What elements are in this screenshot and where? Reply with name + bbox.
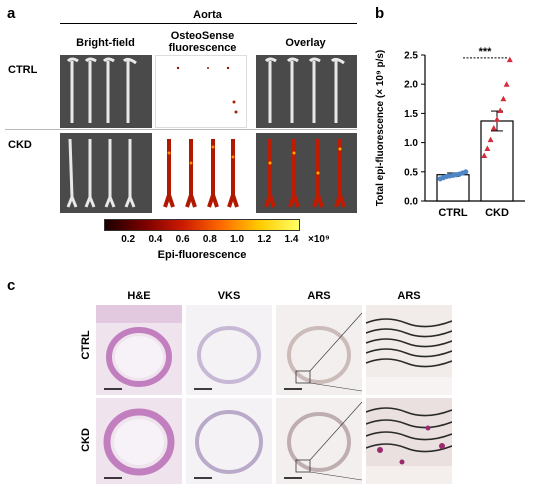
data-point <box>487 136 494 143</box>
ars-ckd-image <box>276 398 362 484</box>
bright-field-ctrl-image <box>60 55 152 128</box>
aorta-title-rule <box>60 23 357 24</box>
data-point <box>497 107 504 113</box>
col-header-osteosense: OsteoSense fluorescence <box>168 30 237 54</box>
data-point <box>484 145 491 151</box>
colorbar-tick-label: 1.4 <box>284 234 299 245</box>
histology-row-label-ckd-wrap: CKD <box>76 428 96 452</box>
data-point <box>503 81 510 87</box>
col-header-he: H&E <box>127 290 151 302</box>
colorbar-tick-labels: 0.2 0.4 0.6 0.8 1.0 1.2 1.4 <box>104 234 300 246</box>
overlay-ckd-image <box>256 133 357 213</box>
panel-a-letter: a <box>7 5 16 22</box>
colorbar-tick-label: 1.0 <box>230 234 245 245</box>
data-point <box>481 152 488 158</box>
colorbar <box>104 219 300 231</box>
y-tick-label: 2.0 <box>404 80 418 91</box>
bright-field-ckd-image <box>60 133 152 213</box>
y-tick-label: 1.5 <box>404 109 418 120</box>
epi-fluorescence-chart: 0.0 0.5 1.0 1.5 2.0 2.5 Total epi-fluorescence… <box>375 46 525 219</box>
colorbar-tick-label: 0.8 <box>202 234 217 245</box>
colorbar-label: Epi-fluorescence <box>157 249 247 261</box>
fluorescence-ckd-image <box>155 133 247 213</box>
data-point <box>506 56 513 63</box>
histology-headers: H&E VKS ARS ARS <box>0 290 550 304</box>
he-ctrl-image <box>96 305 182 395</box>
panel-b-letter: b <box>375 5 385 22</box>
row-label-ctrl: CTRL <box>8 64 38 76</box>
vks-ctrl-image <box>186 305 272 395</box>
colorbar-tick-label: 0.4 <box>148 234 163 245</box>
histology-row-label-ckd: CKD <box>80 428 92 452</box>
panel-c-letter: c <box>7 277 16 294</box>
bar <box>480 120 514 202</box>
histology-row-label-ctrl-wrap: CTRL <box>76 330 96 359</box>
colorbar-tick-label: 0.2 <box>121 234 136 245</box>
fluorescence-ctrl-image <box>155 55 247 128</box>
overlay-ctrl-image <box>256 55 357 128</box>
ars-zoom-ckd-image <box>366 398 452 484</box>
col-header-vks: VKS <box>217 290 241 302</box>
colorbar-multiplier: ×10⁹ <box>308 234 330 245</box>
row-divider <box>5 129 357 130</box>
he-ckd-image <box>96 398 182 484</box>
y-tick-label: 0.5 <box>404 167 418 178</box>
data-point <box>463 169 469 175</box>
y-axis-label: Total epi-fluorescence (× 10⁹ p/s) <box>375 50 386 207</box>
ars-zoom-ctrl-image <box>366 305 452 395</box>
data-point <box>490 125 497 131</box>
data-point <box>494 116 500 122</box>
colorbar-tick-label: 0.6 <box>175 234 190 245</box>
y-tick-label: 0.0 <box>404 197 418 208</box>
x-tick-label: CKD <box>485 207 509 219</box>
col-header-ars-zoom: ARS <box>397 290 421 302</box>
significance-label: *** <box>479 46 493 58</box>
col-header-bright-field: Bright-field <box>76 37 135 49</box>
histology-row-label-ctrl: CTRL <box>80 330 92 360</box>
aorta-title: Aorta <box>193 9 222 21</box>
x-tick-label: CTRL <box>438 207 468 219</box>
col-header-overlay: Overlay <box>285 37 326 49</box>
col-header-ars: ARS <box>307 290 331 302</box>
y-tick-label: 1.0 <box>404 138 418 149</box>
data-point <box>500 95 507 102</box>
colorbar-tick-label: 1.2 <box>257 234 272 245</box>
ars-ctrl-image <box>276 305 362 395</box>
y-tick-label: 2.5 <box>404 51 418 62</box>
vks-ckd-image <box>186 398 272 484</box>
row-label-ckd: CKD <box>8 139 32 151</box>
